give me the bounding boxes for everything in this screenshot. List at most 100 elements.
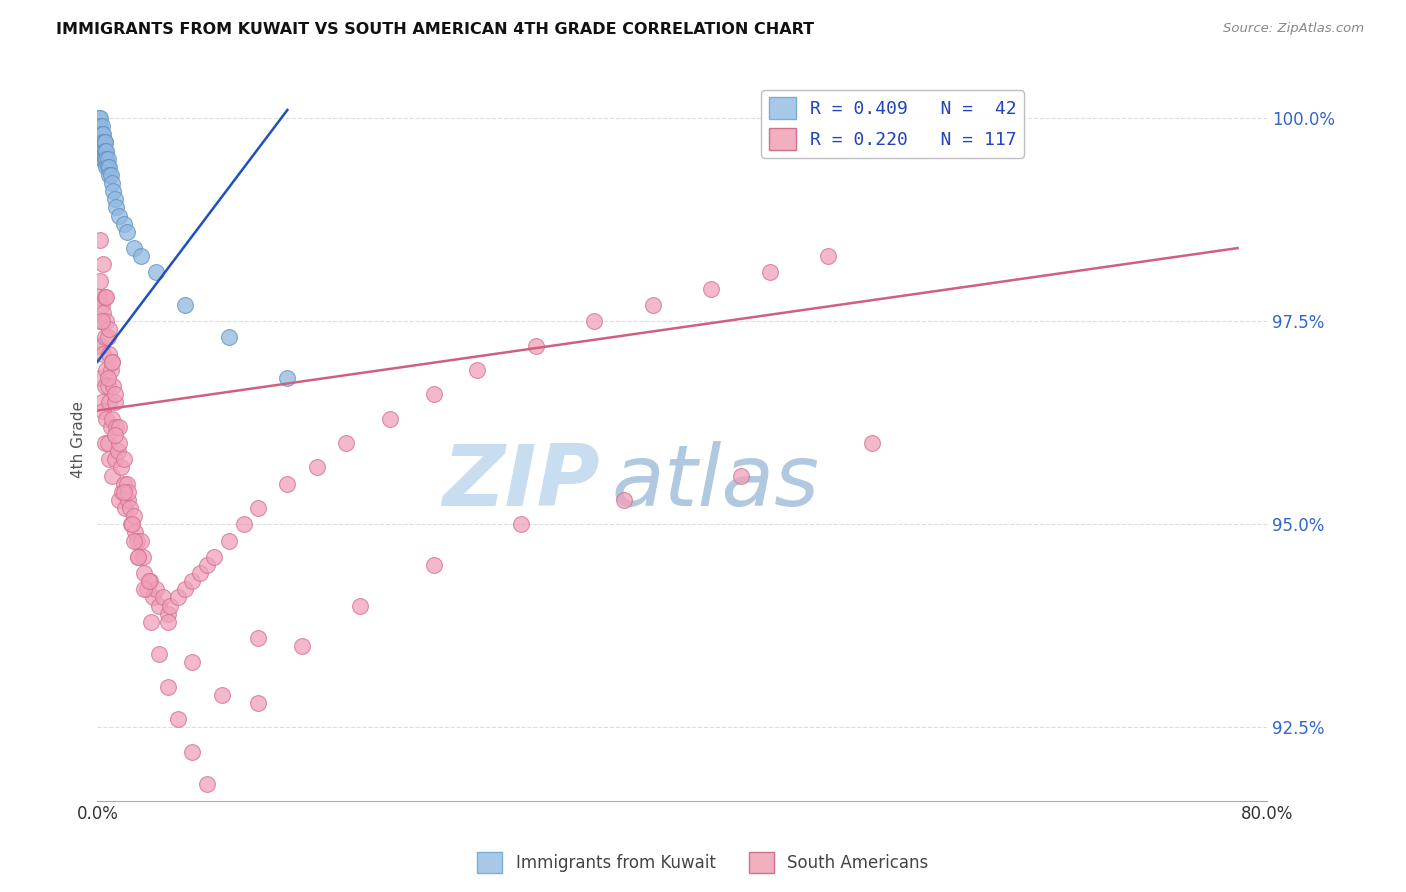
- Point: [152, 591, 174, 605]
- Point: [218, 810, 240, 824]
- Y-axis label: 4th Grade: 4th Grade: [72, 401, 86, 477]
- Point: [89, 136, 111, 150]
- Text: ZIP: ZIP: [443, 441, 600, 524]
- Point: [101, 355, 124, 369]
- Point: [91, 128, 114, 142]
- Point: [148, 648, 170, 662]
- Point: [613, 493, 636, 508]
- Point: [174, 298, 197, 312]
- Point: [138, 574, 160, 589]
- Point: [127, 549, 149, 564]
- Point: [97, 436, 120, 450]
- Point: [112, 452, 135, 467]
- Point: [105, 201, 128, 215]
- Point: [89, 371, 111, 385]
- Point: [121, 517, 143, 532]
- Point: [125, 533, 148, 548]
- Point: [378, 411, 401, 425]
- Point: [211, 688, 233, 702]
- Point: [148, 599, 170, 613]
- Point: [276, 371, 298, 385]
- Point: [202, 549, 225, 564]
- Point: [117, 484, 139, 499]
- Point: [166, 591, 188, 605]
- Point: [89, 274, 111, 288]
- Point: [232, 517, 254, 532]
- Point: [101, 468, 124, 483]
- Point: [89, 144, 111, 158]
- Point: [93, 136, 115, 150]
- Point: [91, 347, 114, 361]
- Point: [93, 436, 115, 450]
- Point: [129, 249, 152, 263]
- Point: [90, 152, 112, 166]
- Point: [112, 484, 135, 499]
- Point: [97, 371, 120, 385]
- Point: [335, 436, 357, 450]
- Point: [93, 152, 115, 166]
- Point: [94, 314, 117, 328]
- Point: [700, 282, 723, 296]
- Point: [89, 128, 111, 142]
- Point: [104, 428, 127, 442]
- Point: [117, 493, 139, 508]
- Point: [87, 128, 110, 142]
- Legend: R = 0.409   N =  42, R = 0.220   N = 117: R = 0.409 N = 42, R = 0.220 N = 117: [762, 90, 1024, 158]
- Point: [87, 119, 110, 133]
- Point: [90, 144, 112, 158]
- Point: [111, 484, 134, 499]
- Point: [759, 265, 782, 279]
- Point: [91, 403, 114, 417]
- Point: [291, 639, 314, 653]
- Point: [422, 387, 444, 401]
- Point: [94, 144, 117, 158]
- Point: [87, 290, 110, 304]
- Point: [100, 363, 122, 377]
- Point: [181, 574, 204, 589]
- Point: [90, 314, 112, 328]
- Point: [247, 631, 270, 645]
- Point: [156, 607, 179, 621]
- Point: [134, 566, 156, 580]
- Point: [860, 436, 883, 450]
- Point: [131, 549, 153, 564]
- Point: [467, 363, 489, 377]
- Point: [94, 152, 117, 166]
- Point: [94, 411, 117, 425]
- Point: [94, 290, 117, 304]
- Point: [108, 420, 131, 434]
- Point: [110, 460, 132, 475]
- Point: [89, 111, 111, 125]
- Text: IMMIGRANTS FROM KUWAIT VS SOUTH AMERICAN 4TH GRADE CORRELATION CHART: IMMIGRANTS FROM KUWAIT VS SOUTH AMERICAN…: [56, 22, 814, 37]
- Point: [89, 119, 111, 133]
- Point: [89, 233, 111, 247]
- Point: [817, 249, 839, 263]
- Point: [91, 152, 114, 166]
- Point: [94, 160, 117, 174]
- Point: [101, 355, 124, 369]
- Point: [129, 533, 152, 548]
- Point: [124, 525, 146, 540]
- Point: [98, 168, 121, 182]
- Point: [166, 712, 188, 726]
- Point: [247, 501, 270, 516]
- Point: [94, 363, 117, 377]
- Point: [583, 314, 606, 328]
- Point: [108, 436, 131, 450]
- Point: [174, 582, 197, 597]
- Point: [90, 128, 112, 142]
- Point: [142, 591, 165, 605]
- Text: Source: ZipAtlas.com: Source: ZipAtlas.com: [1223, 22, 1364, 36]
- Point: [122, 509, 145, 524]
- Point: [93, 290, 115, 304]
- Point: [145, 582, 167, 597]
- Point: [98, 160, 121, 174]
- Point: [276, 476, 298, 491]
- Point: [134, 582, 156, 597]
- Point: [100, 420, 122, 434]
- Point: [156, 680, 179, 694]
- Point: [218, 330, 240, 344]
- Point: [141, 615, 163, 629]
- Point: [115, 225, 138, 239]
- Point: [90, 395, 112, 409]
